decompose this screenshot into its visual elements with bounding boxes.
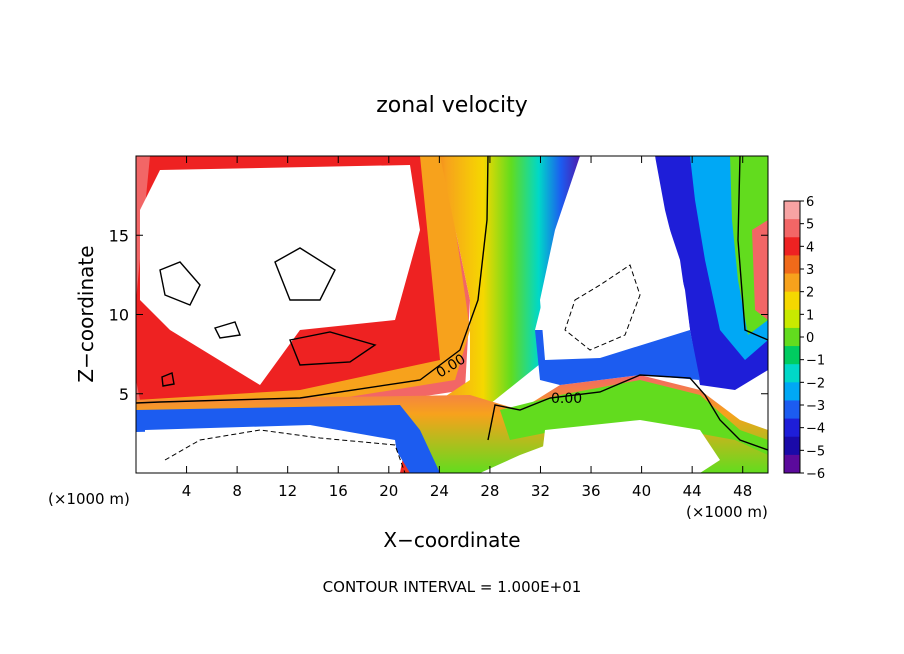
closed-contour-3: [289, 331, 377, 366]
closed-contour-4: [214, 321, 241, 339]
closed-contour-2: [274, 247, 336, 301]
closed-contour-5: [161, 372, 175, 387]
x-tick-label: 28: [480, 482, 499, 500]
white-region-bottom-left: [145, 425, 400, 473]
central-column: [400, 156, 585, 473]
velocity-field: [136, 156, 768, 473]
x-tick-label: 36: [581, 482, 600, 500]
colorbar-swatch: [784, 400, 800, 420]
y-axis: 5 10 15: [109, 226, 768, 404]
colorbar-tick-label: −6: [806, 467, 825, 482]
x-tick-label: 16: [329, 482, 348, 500]
colorbar-tick-label: 5: [806, 218, 814, 233]
colorbar-tick-label: −3: [806, 399, 825, 414]
colorbar-swatch: [784, 219, 800, 238]
colorbar-swatch: [784, 309, 800, 329]
x-tick-label: 12: [278, 482, 297, 500]
y-axis-label: Z−coordinate: [74, 245, 98, 382]
colorbar-swatch: [784, 291, 800, 311]
colorbar-tick-label: 2: [806, 286, 814, 301]
chart-title: zonal velocity: [376, 93, 528, 118]
contour-interval-footer: CONTOUR INTERVAL = 1.000E+01: [323, 578, 582, 596]
x-tick-label: 4: [182, 482, 192, 500]
lower-green-fringe: [500, 380, 768, 455]
y-tick-label: 15: [109, 226, 129, 245]
right-warm-edge: [752, 220, 768, 320]
colorbar-swatch: [784, 382, 800, 401]
colorbar-tick-label: −2: [806, 376, 825, 391]
colorbar-swatch: [784, 327, 800, 347]
colorbar-swatch: [784, 364, 800, 383]
colorbar-swatch: [784, 273, 800, 293]
x-axis-label: X−coordinate: [383, 528, 520, 552]
colorbar-swatch: [784, 436, 800, 456]
zero-contour-column: [135, 155, 489, 404]
colorbar: 6 5 4 3 2 1 0 −1 −2 −3 −4 −5 −6: [783, 195, 825, 482]
dashed-contours: [164, 264, 641, 474]
x-axis: 4 8 12 16 20 24 28 32 36 40 44 48: [182, 156, 752, 500]
dashed-contour-right: [564, 264, 641, 351]
colorbar-swatch: [784, 255, 800, 275]
colorbar-swatch: [784, 237, 800, 256]
colorbar-swatch: [784, 454, 800, 474]
x-tick-label: 48: [733, 482, 752, 500]
colorbar-tick-label: −1: [806, 354, 825, 369]
white-region-bottom-right: [540, 420, 720, 473]
colorbar-tick-label: 6: [806, 195, 814, 210]
x-tick-label: 44: [683, 482, 702, 500]
colorbar-swatch: [784, 418, 800, 438]
colorbar-tick-label: 3: [806, 263, 814, 278]
colorbar-tick-label: −4: [806, 422, 825, 437]
colorbar-tick-label: 4: [806, 240, 814, 255]
y-tick-label: 5: [119, 385, 129, 404]
white-region-right: [540, 156, 690, 360]
colorbar-tick-label: 1: [806, 308, 814, 323]
x-unit-label-right: (×1000 m): [686, 503, 768, 521]
colorbar-swatch: [784, 346, 800, 365]
contour-lines: [135, 155, 769, 451]
contour-label-lower: 0.00: [551, 391, 582, 407]
x-tick-label: 20: [379, 482, 398, 500]
zero-contour-lower: [487, 374, 769, 451]
dashed-contour-bottom: [164, 429, 406, 474]
x-tick-label: 24: [430, 482, 449, 500]
colorbar-tick-label: 0: [806, 331, 814, 346]
colorbar-swatch: [784, 201, 800, 220]
zero-contour-right: [737, 155, 769, 341]
x-tick-label: 8: [232, 482, 242, 500]
closed-contour-1: [159, 261, 201, 306]
y-tick-label: 10: [109, 306, 129, 325]
lower-blue-fringe: [136, 405, 440, 473]
x-tick-label: 40: [632, 482, 651, 500]
x-tick-label: 32: [531, 482, 550, 500]
warm-band-orange: [136, 156, 470, 412]
colorbar-tick-label: −5: [806, 444, 825, 459]
x-unit-label-left: (×1000 m): [48, 490, 130, 508]
